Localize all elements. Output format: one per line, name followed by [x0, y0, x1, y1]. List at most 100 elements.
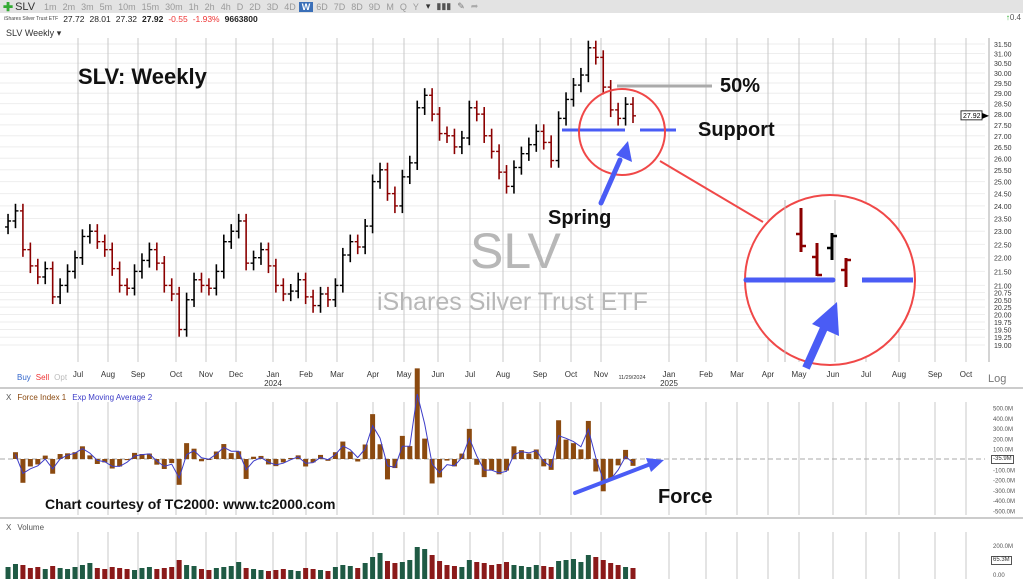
volume-bar: [243, 568, 249, 579]
annotation-title: SLV: Weekly: [78, 64, 207, 89]
volume-bar: [392, 563, 398, 579]
volume-bar: [466, 560, 472, 579]
volume-bar: [87, 563, 93, 579]
add-icon[interactable]: ✚: [3, 0, 14, 14]
close-panel-button[interactable]: X: [6, 393, 12, 402]
timeframe-2D[interactable]: 2D: [249, 1, 261, 12]
force-tick-label: 300.0M: [993, 427, 1013, 433]
volume-bar: [548, 567, 554, 579]
timeframe-Y[interactable]: Y: [412, 1, 419, 12]
timeframe-7D[interactable]: 7D: [333, 1, 346, 12]
timeframe-2h[interactable]: 2h: [204, 1, 215, 12]
annotation-courtesy: Chart courtesy of TC2000: www.tc2000.com: [45, 496, 336, 512]
price-tick-label: 28.50: [994, 102, 1012, 109]
chart-label[interactable]: SLV Weekly ▾: [6, 28, 62, 38]
force-bar: [608, 459, 614, 479]
volume-bar: [57, 568, 63, 579]
force-bar: [20, 459, 26, 483]
timeframe-5m[interactable]: 5m: [99, 1, 113, 12]
timeframe-3m[interactable]: 3m: [81, 1, 94, 12]
price-tick-label: 26.00: [994, 156, 1012, 163]
volume-bar: [65, 569, 71, 579]
price-tick-label: 27.50: [994, 123, 1012, 130]
volume-bar: [623, 567, 629, 579]
volume-bar: [384, 561, 390, 579]
price-tick-label: 24.00: [994, 204, 1012, 211]
volume-panel-header: X Volume: [6, 523, 44, 532]
force-bar: [57, 454, 63, 459]
timeframe-D[interactable]: D: [236, 1, 244, 12]
volume-bar: [184, 565, 190, 579]
x-tick-label: Jan: [663, 370, 676, 379]
ema-label[interactable]: Exp Moving Average 2: [72, 393, 153, 402]
force-bar: [504, 459, 510, 471]
timeframe-9D[interactable]: 9D: [368, 1, 381, 12]
force-bar: [466, 428, 472, 459]
x-tick-label: Jul: [73, 370, 83, 379]
timeframe-1h[interactable]: 1h: [188, 1, 199, 12]
price-tick-label: 29.00: [994, 91, 1012, 98]
force-bar: [518, 450, 524, 459]
last-price-pointer: [982, 112, 989, 119]
volume-bar: [191, 566, 197, 579]
price-tick-label: 19.75: [994, 320, 1012, 327]
annotation-spring: Spring: [548, 207, 612, 229]
close-panel-button[interactable]: X: [6, 523, 12, 532]
force-bar: [72, 452, 78, 459]
share-icon[interactable]: ➦: [470, 1, 479, 11]
spring-arrow: [598, 157, 623, 206]
force-panel-header: X Force Index 1 Exp Moving Average 2: [6, 393, 152, 402]
force-index-label[interactable]: Force Index 1: [17, 393, 67, 402]
dropdown-icon[interactable]: ▾: [425, 1, 431, 11]
symbol-field[interactable]: SLV: [15, 0, 36, 13]
force-bar: [437, 459, 443, 478]
opt-button[interactable]: Opt: [54, 373, 68, 382]
volume-bar: [102, 569, 108, 579]
x-tick-label: Aug: [892, 370, 906, 379]
force-bar: [50, 459, 56, 474]
price-tick-label: 28.00: [994, 112, 1012, 119]
force-bar: [407, 446, 413, 459]
timeframe-4h[interactable]: 4h: [220, 1, 231, 12]
timeframe-Q[interactable]: Q: [399, 1, 407, 12]
price-tick-label: 30.50: [994, 61, 1012, 68]
log-toggle[interactable]: Log: [988, 373, 1007, 385]
x-tick-label: Mar: [330, 370, 344, 379]
timeframe-2m[interactable]: 2m: [62, 1, 76, 12]
price-tick-label: 31.50: [994, 42, 1012, 49]
force-bar: [541, 459, 547, 467]
chart-type-icon[interactable]: ▮▮▮: [436, 1, 452, 11]
force-bar: [236, 451, 242, 459]
force-bar: [94, 459, 100, 464]
timeframe-1m[interactable]: 1m: [44, 1, 57, 12]
volume-bar: [504, 562, 510, 579]
timeframe-15m[interactable]: 15m: [141, 1, 160, 12]
volume-bar: [541, 566, 547, 579]
volume-bar: [407, 560, 413, 579]
force-bar: [176, 459, 182, 485]
price-tick-label: 24.50: [994, 192, 1012, 199]
volume-bar: [399, 562, 405, 579]
buy-button[interactable]: Buy: [17, 373, 31, 382]
timeframe-10m[interactable]: 10m: [118, 1, 136, 12]
volume-bar: [228, 566, 234, 579]
timeframe-30m[interactable]: 30m: [165, 1, 183, 12]
volume-bar: [139, 568, 145, 579]
draw-icon[interactable]: ✎: [457, 1, 465, 11]
price-tick-label: 29.50: [994, 81, 1012, 88]
timeframe-8D[interactable]: 8D: [351, 1, 363, 12]
x-tick-label: May: [791, 370, 806, 379]
force-bar: [228, 453, 234, 459]
timeframe-W[interactable]: W: [298, 1, 314, 12]
timeframe-M[interactable]: M: [386, 1, 394, 12]
volume-bar: [79, 565, 85, 579]
sell-button[interactable]: Sell: [35, 373, 50, 382]
last-value: 27.92: [142, 13, 164, 24]
force-arrow-head: [646, 458, 664, 472]
timeframe-4D[interactable]: 4D: [284, 1, 296, 12]
high-value: 28.01: [89, 13, 111, 24]
timeframe-3D[interactable]: 3D: [266, 1, 279, 12]
force-tick-label: -100.0M: [993, 468, 1015, 474]
timeframe-6D[interactable]: 6D: [316, 1, 328, 12]
